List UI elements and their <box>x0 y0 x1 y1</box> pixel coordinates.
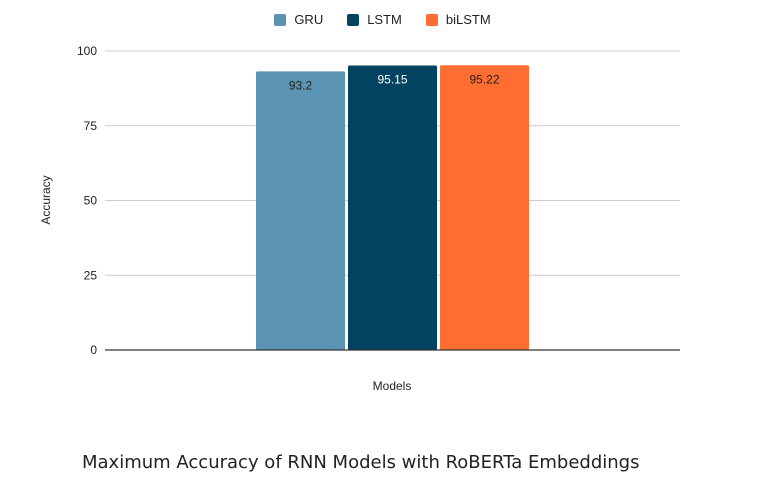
legend-label-bilstm: biLSTM <box>445 12 491 27</box>
y-tick-label: 50 <box>84 194 98 208</box>
legend-label-gru: GRU <box>294 12 324 27</box>
legend-label-lstm: LSTM <box>367 12 402 27</box>
y-tick-label: 75 <box>84 119 98 133</box>
legend-item-lstm: LSTM <box>347 12 402 27</box>
legend-swatch-bilstm <box>425 13 438 26</box>
y-tick-label: 100 <box>77 44 97 58</box>
data-label-bilstm: 95.22 <box>469 72 499 86</box>
y-tick-label: 0 <box>90 343 97 357</box>
legend-item-bilstm: biLSTM <box>425 12 491 27</box>
bar-lstm <box>348 65 437 351</box>
x-axis-title: Models <box>373 379 412 393</box>
y-tick-label: 25 <box>84 268 98 282</box>
bars: 93.2 95.15 95.22 <box>256 65 529 351</box>
legend-swatch-gru <box>274 13 287 26</box>
y-axis-ticks: 0 25 50 75 100 <box>77 44 97 357</box>
y-axis-title: Accuracy <box>39 175 53 224</box>
bar-gru <box>256 71 345 350</box>
data-label-lstm: 95.15 <box>377 73 407 87</box>
legend-item-gru: GRU <box>274 12 323 27</box>
bar-bilstm <box>440 65 529 350</box>
legend-swatch-lstm <box>347 13 360 26</box>
data-label-gru: 93.2 <box>289 78 313 92</box>
chart-legend: GRU LSTM biLSTM <box>0 12 759 27</box>
chart-caption: Maximum Accuracy of RNN Models with RoBE… <box>82 452 640 473</box>
